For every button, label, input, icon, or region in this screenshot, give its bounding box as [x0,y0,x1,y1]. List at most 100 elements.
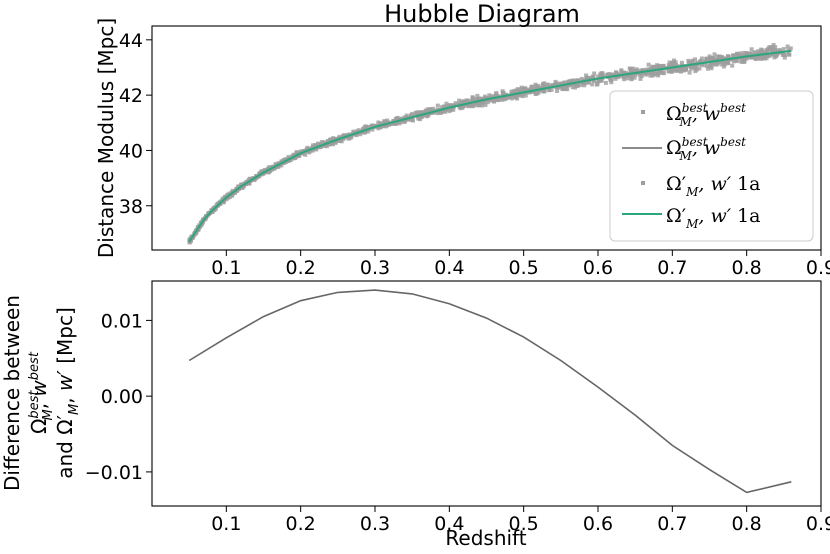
scatter-point [470,95,475,100]
x-tick-label: 0.9 [806,513,830,535]
scatter-point [225,192,230,197]
scatter-point [595,81,600,86]
legend-entry-scatter-prime: Ω′M, w′ 1a [666,173,761,199]
scatter-point [406,117,411,122]
scatter-point [307,150,312,155]
scatter-point [756,51,761,56]
scatter-point [707,54,712,59]
scatter-point [276,164,281,169]
scatter-point [339,139,344,144]
legend-sub: M [679,149,693,163]
scatter-point [545,83,550,88]
scatter-point [739,51,744,56]
scatter-point [445,104,449,108]
scatter-point [291,153,296,158]
scatter-point [550,83,554,88]
scatter-point [493,92,498,97]
scatter-point [632,75,637,80]
scatter-point [393,121,398,126]
scatter-point [409,113,413,118]
bottom-x-ticks: 0.1 0.2 0.3 0.4 0.5 0.6 0.7 0.8 0.9 [211,506,830,535]
x-tick-label: 0.4 [434,257,464,279]
legend-omega-symbol: Ω [666,137,682,159]
x-tick-label: 0.6 [583,257,613,279]
top-plot-frame [151,25,822,251]
scatter-point [731,59,736,64]
bottom-y-label-line2: ΩbestM, wbest [27,351,56,434]
scatter-point [395,117,400,122]
scatter-point [460,105,465,110]
scatter-point [693,69,698,74]
scatter-point [718,59,723,64]
legend-w-sup: best [720,101,746,115]
y-tick-label: 38 [119,196,143,218]
scatter-point [639,73,644,78]
scatter-point [619,69,624,74]
scatter-point [674,66,679,71]
scatter-point [648,73,653,78]
scatter-point [406,114,411,119]
scatter-point [722,59,727,64]
x-tick-label: 0.8 [732,513,762,535]
scatter-point [456,102,461,107]
scatter-point [385,118,390,123]
scatter-point [672,68,677,73]
scatter-point [628,67,633,72]
scatter-point [269,167,274,172]
scatter-point [509,91,514,96]
scatter-point [220,196,225,201]
scatter-point [549,87,554,92]
scatter-point [613,76,618,81]
scatter-point [391,119,396,123]
scatter-point [439,105,444,110]
scatter-point [461,99,466,104]
scatter-point [753,50,758,55]
scatter-point [655,72,659,77]
scatter-point [699,56,704,61]
scatter-point [775,52,780,57]
scatter-point [709,66,714,71]
bottom-plot-frame [151,280,822,507]
legend-sup: best [682,135,708,149]
scatter-point [785,44,790,49]
legend-sup: best [682,101,708,115]
scatter-point [653,64,658,69]
scatter-point [596,79,601,84]
scatter-point [679,68,684,73]
legend-marker-scatter-best [641,110,645,114]
scatter-point [397,121,402,126]
scatter-point [590,74,595,79]
scatter-point [749,47,754,52]
scatter-point [646,62,651,67]
scatter-point [318,142,323,147]
legend-sub: M [685,217,699,231]
legend: Ωbest M, wbest Ωbest M, wbest Ω′M, w′ 1a Ω… [609,90,814,242]
scatter-point [584,73,589,78]
difference-panel: 0.1 0.2 0.3 0.4 0.5 0.6 0.7 0.8 0.9 −0.01 0.00 0.0… [0,280,830,550]
legend-1a: 1a [737,205,760,227]
scatter-point [470,104,475,109]
scatter-point [230,193,235,198]
scatter-point [475,93,480,98]
scatter-point [539,86,544,90]
scatter-point [322,140,327,145]
scatter-point [693,57,698,62]
x-axis-label: Redshift [445,526,526,550]
legend-w-sup: best [720,135,746,149]
scatter-point [480,103,485,108]
scatter-point [333,136,338,141]
scatter-point [485,100,490,105]
scatter-point [624,76,629,81]
scatter-point [367,125,372,129]
scatter-point [419,110,424,115]
legend-sub: M [679,115,693,129]
y-tick-label: 44 [119,30,143,52]
scatter-point [787,52,792,57]
scatter-point [684,67,689,72]
scatter-point [726,60,731,65]
scatter-point [777,48,782,52]
scatter-point [575,83,579,88]
x-tick-label: 0.2 [286,513,316,535]
legend-marker-scatter-prime [641,181,645,185]
